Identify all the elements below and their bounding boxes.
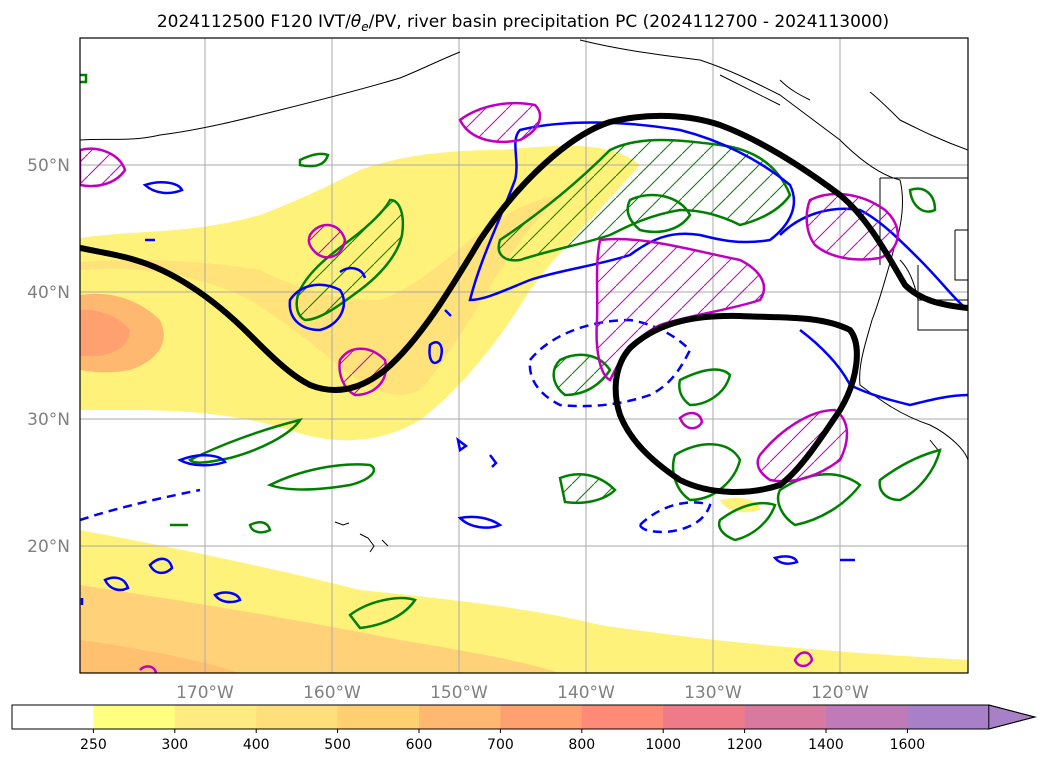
lon-label-160w: 160°W xyxy=(303,683,361,703)
colorbar-cells xyxy=(12,705,990,729)
colorbar-cell xyxy=(500,705,583,729)
lat-label-30n: 30°N xyxy=(27,410,70,430)
colorbar-cell xyxy=(337,705,420,729)
black-contours xyxy=(80,112,968,495)
lat-label-50n: 50°N xyxy=(27,156,70,176)
colorbar-tick-label: 300 xyxy=(161,737,188,753)
colorbar-cell xyxy=(744,705,827,729)
lon-label-150w: 150°W xyxy=(430,683,488,703)
colorbar-cell xyxy=(174,705,257,729)
colorbar-cell xyxy=(826,705,908,729)
colorbar-tick-label: 800 xyxy=(568,737,595,753)
lat-label-40n: 40°N xyxy=(27,283,70,303)
colorbar-tick-label: 700 xyxy=(487,737,514,753)
colorbar-cell xyxy=(663,705,746,729)
map-frame xyxy=(79,37,969,674)
colorbar-tick-label: 400 xyxy=(243,737,270,753)
lon-labels: 170°W 160°W 150°W 140°W 130°W 120°W xyxy=(176,683,869,703)
lon-label-140w: 140°W xyxy=(557,683,615,703)
green-contours xyxy=(80,73,942,630)
colorbar-tick-label: 1200 xyxy=(727,737,763,753)
lat-label-20n: 20°N xyxy=(27,537,70,557)
colorbar-tick-label: 1400 xyxy=(808,737,844,753)
lon-label-120w: 120°W xyxy=(811,683,869,703)
colorbar-cell xyxy=(12,705,94,729)
colorbar-cell xyxy=(907,705,990,729)
lon-label-170w: 170°W xyxy=(176,683,234,703)
lon-label-130w: 130°W xyxy=(684,683,742,703)
colorbar-cell xyxy=(419,705,501,729)
colorbar-outline xyxy=(11,704,1037,730)
colorbar: 250 300 400 500 600 700 800 1000 1200 1400 1600 xyxy=(11,704,1037,753)
colorbar-cell xyxy=(256,705,339,729)
colorbar-extend-arrow xyxy=(988,704,1037,730)
plot-title: 2024112500 F120 IVT/θe/PV, river basin p… xyxy=(157,12,889,34)
colorbar-tick-label: 1000 xyxy=(645,737,681,753)
map-panel: 50°N 40°N 30°N 20°N 170°W 160°W 150°W 14… xyxy=(27,37,969,703)
colorbar-tick-label: 250 xyxy=(80,737,107,753)
colorbar-cell xyxy=(581,705,664,729)
colorbar-ticks: 250 300 400 500 600 700 800 1000 1200 1400 1600 xyxy=(80,729,925,753)
colorbar-tick-label: 500 xyxy=(324,737,351,753)
colorbar-tick-label: 1600 xyxy=(890,737,926,753)
colorbar-cell xyxy=(93,705,176,729)
colorbar-tick-label: 600 xyxy=(406,737,433,753)
lat-labels: 50°N 40°N 30°N 20°N xyxy=(27,156,70,557)
